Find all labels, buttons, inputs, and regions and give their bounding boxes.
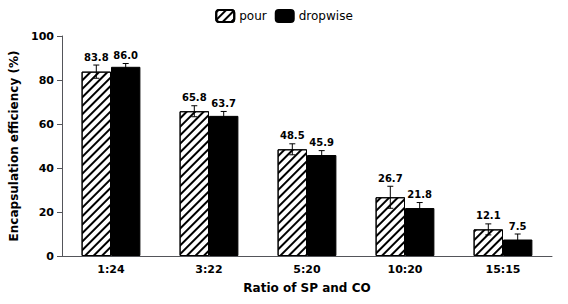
svg-text:100: 100	[31, 30, 54, 43]
svg-text:1:24: 1:24	[97, 263, 125, 276]
svg-text:83.8: 83.8	[84, 52, 109, 63]
svg-text:10:20: 10:20	[387, 263, 422, 276]
svg-text:45.9: 45.9	[309, 137, 334, 148]
svg-text:3:22: 3:22	[195, 263, 222, 276]
svg-text:21.8: 21.8	[407, 189, 432, 200]
svg-text:5:20: 5:20	[293, 263, 321, 276]
svg-text:63.7: 63.7	[211, 98, 236, 109]
svg-text:dropwise: dropwise	[299, 9, 353, 23]
svg-text:7.5: 7.5	[509, 221, 527, 232]
svg-text:15:15: 15:15	[485, 263, 520, 276]
svg-text:pour: pour	[239, 9, 267, 23]
svg-text:48.5: 48.5	[280, 130, 305, 141]
svg-text:86.0: 86.0	[113, 50, 138, 61]
svg-text:26.7: 26.7	[378, 173, 403, 184]
svg-text:20: 20	[39, 206, 55, 219]
svg-text:40: 40	[39, 162, 55, 175]
svg-text:Encapsulation efficiency (%): Encapsulation efficiency (%)	[7, 51, 21, 242]
svg-text:0: 0	[46, 250, 54, 263]
svg-text:80: 80	[39, 74, 55, 87]
svg-text:Ratio of SP and CO: Ratio of SP and CO	[243, 281, 370, 295]
svg-text:65.8: 65.8	[182, 92, 207, 103]
svg-text:12.1: 12.1	[476, 210, 501, 221]
svg-text:60: 60	[39, 118, 55, 131]
